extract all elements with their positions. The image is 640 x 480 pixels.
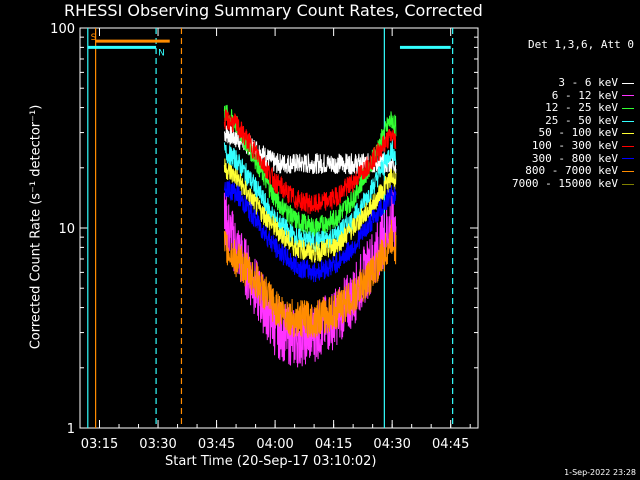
legend-entry: 800 - 7000 keV [512, 165, 634, 178]
flag-label: N [158, 48, 165, 58]
chart-title: RHESSI Observing Summary Count Rates, Co… [64, 1, 483, 20]
legend-label: 6 - 12 keV [551, 88, 618, 102]
chart-legend: Det 1,3,6, Att 0 3 - 6 keV 6 - 12 keV 12 -… [512, 14, 634, 203]
legend-swatch [622, 170, 634, 172]
series-line [223, 109, 397, 215]
legend-swatch [622, 145, 634, 147]
legend-entry: 12 - 25 keV [512, 102, 634, 115]
legend-label: 100 - 300 keV [531, 138, 618, 152]
legend-header: Det 1,3,6, Att 0 [528, 38, 634, 52]
x-tick-label: 04:15 [315, 437, 352, 452]
legend-swatch [622, 133, 634, 135]
legend-entry: 25 - 50 keV [512, 113, 634, 128]
y-tick-label: 100 [50, 22, 75, 37]
x-tick-label: 03:30 [139, 437, 176, 452]
legend-label: 300 - 800 keV [531, 151, 618, 165]
legend-label: 50 - 100 keV [538, 126, 618, 140]
legend-entry: 300 - 800 keV [512, 151, 634, 166]
legend-entry: 50 - 100 keV [512, 127, 634, 140]
legend-swatch [622, 183, 634, 185]
legend-swatch [622, 82, 634, 84]
x-tick-label: 03:45 [198, 437, 235, 452]
legend-label: 800 - 7000 keV [525, 164, 618, 178]
y-tick-label: 10 [58, 222, 75, 237]
legend-swatch [622, 120, 634, 122]
legend-entry: 6 - 12 keV [512, 88, 634, 103]
legend-label: 7000 - 15000 keV [512, 176, 618, 190]
x-axis-label: Start Time (20-Sep-17 03:10:02) [165, 454, 377, 469]
legend-entry: 3 - 6 keV [512, 75, 634, 90]
series-line [223, 180, 397, 283]
series-line [223, 158, 397, 263]
legend-label: 3 - 6 keV [558, 75, 618, 89]
footer-date: 1-Sep-2022 23:28 [564, 468, 636, 477]
legend-label: 12 - 25 keV [545, 101, 618, 115]
legend-entry: 7000 - 15000 keV [512, 176, 634, 191]
x-tick-label: 04:30 [373, 437, 410, 452]
series-line [223, 219, 397, 339]
y-tick-label: 1 [67, 422, 75, 437]
legend-entry: 100 - 300 keV [512, 138, 634, 153]
legend-swatch [622, 95, 634, 97]
series-line [223, 139, 397, 252]
x-tick-label: 03:15 [81, 437, 118, 452]
legend-label: 25 - 50 keV [545, 113, 618, 127]
y-axis-label: Corrected Count Rate (s⁻¹ detector⁻¹) [28, 104, 44, 350]
legend-swatch [622, 158, 634, 160]
flag-label: S [91, 33, 97, 43]
x-tick-label: 04:45 [432, 437, 469, 452]
x-tick-label: 04:00 [256, 437, 293, 452]
legend-swatch [622, 107, 634, 109]
